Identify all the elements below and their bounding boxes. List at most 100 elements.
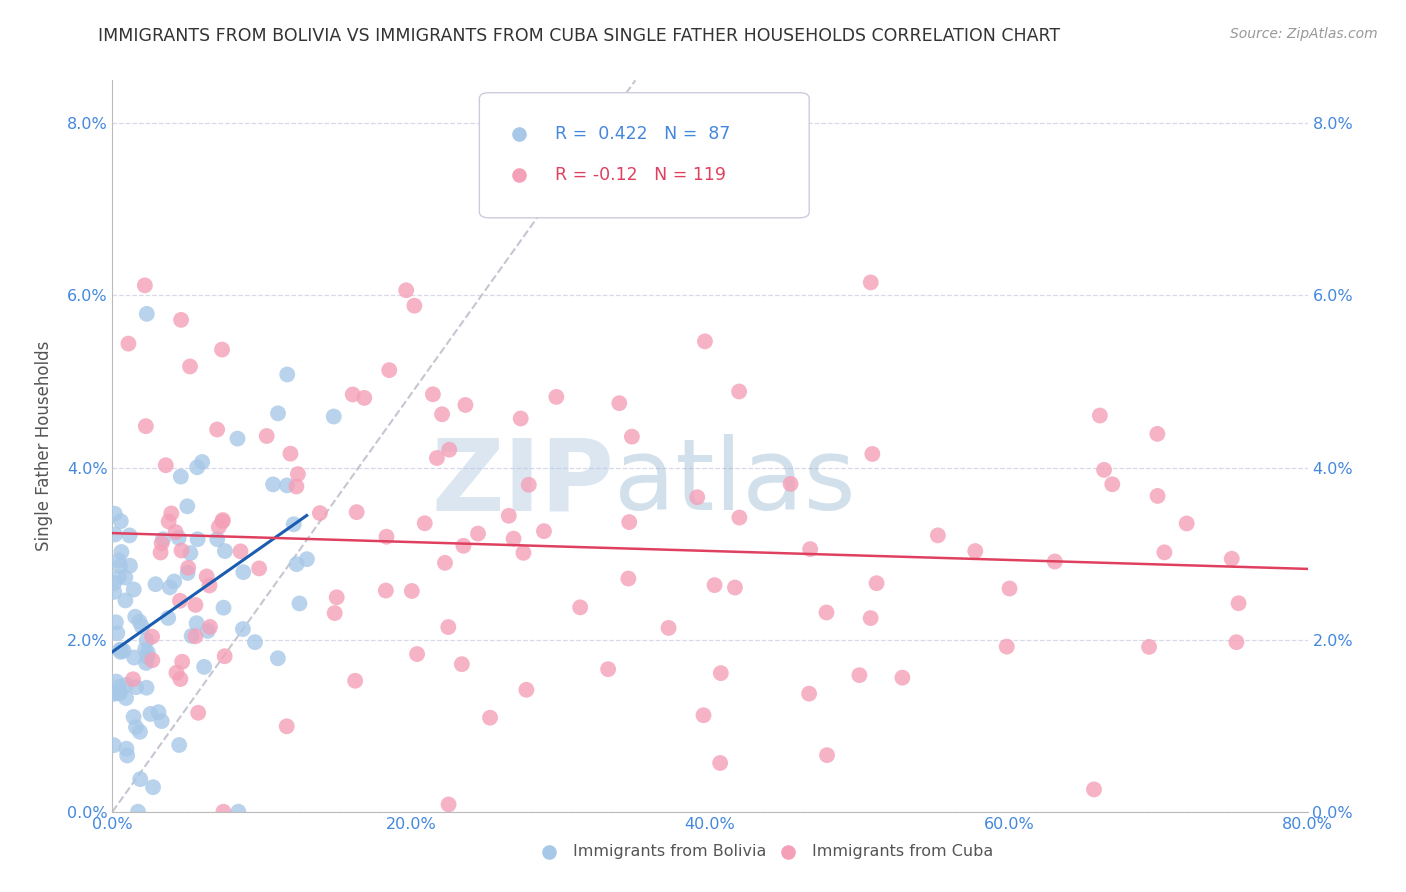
Point (724, 581, 747, 595)
Point (107, 725, 129, 739)
Text: Source: ZipAtlas.com: Source: ZipAtlas.com (1230, 27, 1378, 41)
Point (135, 681, 157, 695)
Point (288, 597, 311, 611)
Point (108, 685, 131, 699)
Point (686, 490, 709, 504)
Text: Immigrants from Cuba: Immigrants from Cuba (811, 845, 993, 860)
Point (1088, 409, 1111, 423)
Point (127, 805, 149, 819)
Point (160, 507, 183, 521)
Point (179, 546, 201, 560)
Point (256, 429, 278, 443)
Point (797, 687, 820, 701)
Point (1175, 516, 1198, 531)
Point (103, 576, 125, 591)
Point (148, 705, 170, 719)
Point (212, 600, 235, 615)
Point (287, 467, 309, 481)
Point (110, 545, 132, 559)
Point (179, 359, 201, 374)
Point (344, 673, 367, 688)
Point (325, 591, 347, 605)
Point (205, 423, 228, 437)
Point (115, 741, 138, 756)
Point (167, 738, 190, 752)
Point (150, 714, 173, 728)
Point (157, 611, 180, 625)
Point (104, 615, 127, 630)
Point (124, 609, 146, 624)
Point (283, 517, 305, 532)
Point (859, 611, 882, 625)
Point (136, 650, 159, 665)
Point (1227, 596, 1250, 610)
Point (422, 387, 444, 401)
Point (533, 524, 555, 538)
Point (799, 542, 821, 557)
Point (228, 805, 250, 819)
Point (479, 711, 502, 725)
Point (1153, 545, 1175, 559)
Point (346, 505, 368, 519)
Point (267, 651, 290, 665)
Text: R = -0.12   N = 119: R = -0.12 N = 119 (554, 167, 725, 185)
Point (927, 528, 949, 542)
Point (1146, 489, 1168, 503)
Point (229, 544, 252, 558)
Point (569, 600, 592, 615)
Point (170, 469, 193, 483)
FancyBboxPatch shape (479, 93, 810, 218)
Point (107, 809, 129, 823)
Point (1146, 426, 1168, 441)
Point (401, 584, 423, 599)
Point (115, 691, 138, 706)
Point (285, 479, 308, 493)
Point (433, 556, 456, 570)
Point (728, 384, 751, 399)
Point (517, 477, 540, 491)
Point (658, 621, 681, 635)
Point (141, 630, 163, 644)
Point (125, 680, 148, 694)
Point (167, 531, 190, 545)
Point (152, 533, 174, 547)
Point (169, 594, 191, 608)
Point (108, 553, 131, 567)
Point (710, 666, 733, 681)
Point (509, 411, 531, 425)
Point (693, 334, 716, 349)
Point (323, 606, 346, 620)
Point (211, 343, 233, 357)
Point (136, 645, 159, 659)
Point (184, 629, 207, 643)
Point (276, 719, 298, 733)
Point (176, 500, 198, 514)
Point (467, 526, 489, 541)
Point (1220, 551, 1243, 566)
Point (135, 419, 157, 434)
Point (891, 671, 914, 685)
Point (353, 391, 375, 405)
Point (170, 543, 193, 558)
Point (122, 582, 145, 597)
Point (709, 756, 731, 770)
Point (103, 687, 125, 701)
Point (620, 430, 643, 444)
Point (149, 545, 172, 559)
Point (104, 527, 127, 541)
Point (214, 649, 236, 664)
Point (262, 477, 284, 491)
Point (276, 478, 298, 492)
Point (309, 506, 332, 520)
Point (1083, 782, 1105, 797)
Point (195, 569, 218, 583)
Point (193, 660, 215, 674)
Point (965, 544, 987, 558)
Point (191, 455, 214, 469)
Text: ZIP: ZIP (432, 434, 614, 531)
Point (437, 797, 460, 812)
Point (142, 780, 165, 795)
Point (110, 643, 132, 657)
Point (243, 635, 266, 649)
Point (430, 407, 453, 421)
